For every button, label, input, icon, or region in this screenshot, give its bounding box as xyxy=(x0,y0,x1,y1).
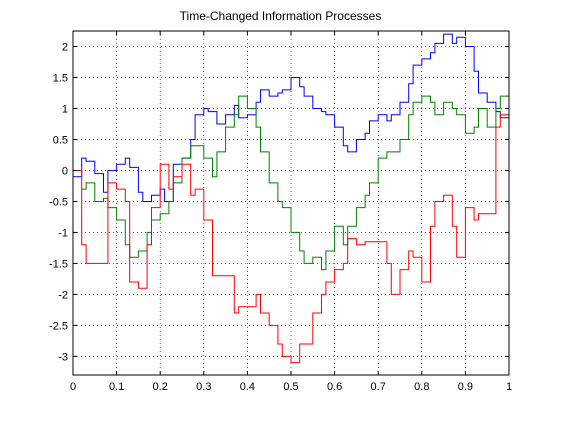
x-tick-label: 0.2 xyxy=(153,381,168,393)
y-tick-label: -0.5 xyxy=(49,196,68,208)
x-tick-label: 1 xyxy=(506,381,512,393)
series-layer xyxy=(73,33,509,364)
series-line-2 xyxy=(81,95,509,271)
x-tick-label: 0.4 xyxy=(240,381,255,393)
x-tick-label: 0.9 xyxy=(458,381,473,393)
x-tick-label: 0.6 xyxy=(327,381,342,393)
x-tick-label: 0.8 xyxy=(414,381,429,393)
x-tick-label: 0.1 xyxy=(109,381,124,393)
y-tick-label: -1.5 xyxy=(49,258,68,270)
series-line-1 xyxy=(73,33,509,202)
y-tick-label: 0 xyxy=(62,165,68,177)
x-tick-label: 0.3 xyxy=(196,381,211,393)
x-tick-label: 0.5 xyxy=(283,381,298,393)
series-line-3 xyxy=(73,108,509,364)
y-tick-label: 1 xyxy=(62,103,68,115)
y-tick-label: 1.5 xyxy=(53,72,68,84)
y-tick-label: -3 xyxy=(58,351,68,363)
y-tick-label: 2 xyxy=(62,41,68,53)
tick-layer: 0 0.1 0.2 0.3 0.4 0.5 0.6 0.7 0.8 0.9 1 -3 -2.5 -2 -1.… xyxy=(49,31,512,393)
x-tick-label: 0 xyxy=(70,381,76,393)
y-tick-label: -2.5 xyxy=(49,320,68,332)
y-tick-label: -2 xyxy=(58,289,68,301)
y-tick-label: -1 xyxy=(58,227,68,239)
y-tick-label: 0.5 xyxy=(53,134,68,146)
x-tick-label: 0.7 xyxy=(371,381,386,393)
chart-title: Time-Changed Information Processes xyxy=(179,9,382,23)
